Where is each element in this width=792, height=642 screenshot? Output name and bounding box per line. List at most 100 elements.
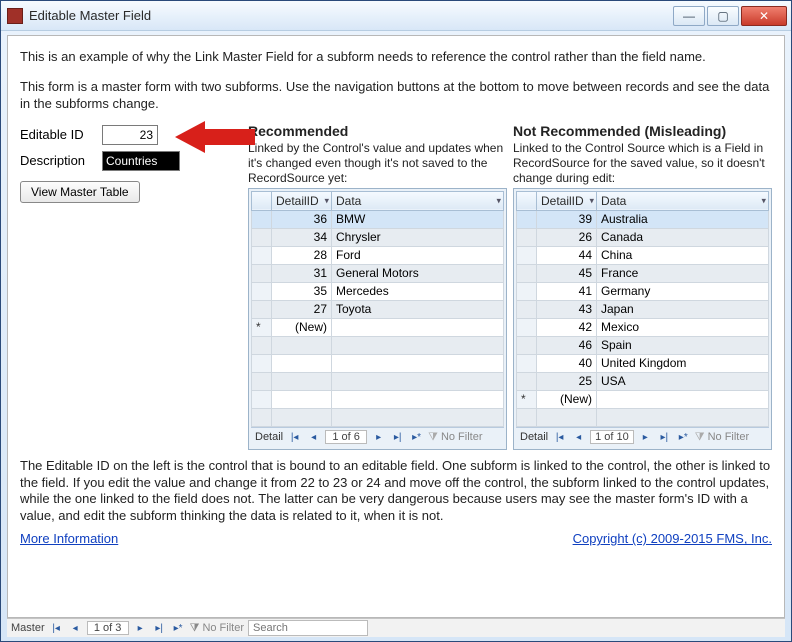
chevron-down-icon[interactable]: ▾ <box>589 195 594 206</box>
cell-id[interactable]: 46 <box>537 336 597 354</box>
recommended-title: Recommended <box>248 123 507 139</box>
cell-id[interactable]: 26 <box>537 228 597 246</box>
chevron-down-icon[interactable]: ▾ <box>496 195 501 206</box>
funnel-icon: ⧩ <box>695 431 705 444</box>
recommended-nav: Detail |◂ ◂ 1 of 6 ▸ ▸| ▸* ⧩No Filter <box>251 427 504 447</box>
maximize-button[interactable]: ▢ <box>707 6 739 26</box>
nav-next-button[interactable]: ▸ <box>638 430 653 445</box>
cell-data[interactable]: USA <box>597 372 769 390</box>
nav-no-filter[interactable]: ⧩No Filter <box>695 431 749 444</box>
cell-id[interactable]: 27 <box>272 300 332 318</box>
cell-id[interactable]: 25 <box>537 372 597 390</box>
nav-first-button[interactable]: |◂ <box>49 621 64 636</box>
nav-record[interactable]: 1 of 3 <box>87 621 129 635</box>
col-header-data[interactable]: Data <box>601 194 626 208</box>
recommended-grid[interactable]: DetailID▾ Data▾ 36BMW 34Chrysler 28Ford … <box>251 191 504 427</box>
nav-new-button[interactable]: ▸* <box>409 430 424 445</box>
new-row-label[interactable]: (New) <box>537 390 597 408</box>
col-header-data[interactable]: Data <box>336 194 361 208</box>
new-row-label[interactable]: (New) <box>272 318 332 336</box>
nav-first-button[interactable]: |◂ <box>287 430 302 445</box>
cell-data[interactable]: Australia <box>597 210 769 228</box>
cell-data[interactable]: Canada <box>597 228 769 246</box>
description-label: Description <box>20 153 102 168</box>
nav-record[interactable]: 1 of 10 <box>590 430 634 444</box>
cell-data[interactable]: China <box>597 246 769 264</box>
nav-no-filter[interactable]: ⧩No Filter <box>428 431 482 444</box>
master-nav-label: Master <box>11 622 45 634</box>
title-bar: Editable Master Field — ▢ ✕ <box>1 1 791 31</box>
close-button[interactable]: ✕ <box>741 6 787 26</box>
red-arrow-icon <box>175 119 255 155</box>
nav-last-button[interactable]: ▸| <box>657 430 672 445</box>
intro-paragraph-1: This is an example of why the Link Maste… <box>20 48 772 66</box>
cell-data[interactable]: Toyota <box>332 300 504 318</box>
intro-paragraph-2: This form is a master form with two subf… <box>20 78 772 113</box>
cell-id[interactable]: 41 <box>537 282 597 300</box>
cell-id[interactable]: 43 <box>537 300 597 318</box>
window-title: Editable Master Field <box>29 8 673 23</box>
col-header-detailid[interactable]: DetailID <box>276 194 319 208</box>
form-body: This is an example of why the Link Maste… <box>7 35 785 618</box>
cell-data[interactable]: Germany <box>597 282 769 300</box>
new-row-icon: * <box>521 392 526 406</box>
cell-data[interactable]: Ford <box>332 246 504 264</box>
cell-id[interactable]: 35 <box>272 282 332 300</box>
cell-data[interactable]: Japan <box>597 300 769 318</box>
recommended-subform: Recommended Linked by the Control's valu… <box>248 123 507 450</box>
cell-data[interactable]: Mexico <box>597 318 769 336</box>
not-recommended-title: Not Recommended (Misleading) <box>513 123 772 139</box>
nav-last-button[interactable]: ▸| <box>152 621 167 636</box>
view-master-table-button[interactable]: View Master Table <box>20 181 140 203</box>
cell-id[interactable]: 44 <box>537 246 597 264</box>
intro-text: This is an example of why the Link Maste… <box>20 48 772 113</box>
not-recommended-grid[interactable]: DetailID ▾ Data ▾ 39Australia 26Canada 44C… <box>516 191 769 427</box>
cell-id[interactable]: 42 <box>537 318 597 336</box>
cell-id[interactable]: 34 <box>272 228 332 246</box>
editable-id-input[interactable] <box>102 125 158 145</box>
cell-data[interactable]: Chrysler <box>332 228 504 246</box>
cell-data[interactable]: BMW <box>332 210 504 228</box>
col-header-detailid[interactable]: DetailID <box>541 194 584 208</box>
funnel-icon: ⧩ <box>190 622 200 635</box>
more-information-link[interactable]: More Information <box>20 531 118 546</box>
cell-id[interactable]: 28 <box>272 246 332 264</box>
cell-id[interactable]: 40 <box>537 354 597 372</box>
nav-prev-button[interactable]: ◂ <box>306 430 321 445</box>
new-row-icon: * <box>256 320 261 334</box>
nav-next-button[interactable]: ▸ <box>371 430 386 445</box>
nav-new-button[interactable]: ▸* <box>676 430 691 445</box>
nav-record[interactable]: 1 of 6 <box>325 430 367 444</box>
cell-data[interactable]: General Motors <box>332 264 504 282</box>
editable-id-label: Editable ID <box>20 127 102 142</box>
cell-id[interactable]: 36 <box>272 210 332 228</box>
middle-row: Editable ID Description View Master Tabl… <box>20 123 772 450</box>
nav-next-button[interactable]: ▸ <box>133 621 148 636</box>
master-fields: Editable ID Description View Master Tabl… <box>20 123 242 450</box>
chevron-down-icon[interactable]: ▾ <box>324 195 329 206</box>
cell-data[interactable]: France <box>597 264 769 282</box>
not-recommended-caption: Linked to the Control Source which is a … <box>513 141 772 186</box>
cell-data[interactable]: Spain <box>597 336 769 354</box>
cell-id[interactable]: 31 <box>272 264 332 282</box>
description-input[interactable] <box>102 151 180 171</box>
nav-first-button[interactable]: |◂ <box>552 430 567 445</box>
explanation-text: The Editable ID on the left is the contr… <box>20 458 772 526</box>
cell-data[interactable]: United Kingdom <box>597 354 769 372</box>
nav-new-button[interactable]: ▸* <box>171 621 186 636</box>
cell-id[interactable]: 39 <box>537 210 597 228</box>
search-input[interactable] <box>248 620 368 636</box>
funnel-icon: ⧩ <box>428 431 438 444</box>
window-buttons: — ▢ ✕ <box>673 6 787 26</box>
copyright-link[interactable]: Copyright (c) 2009-2015 FMS, Inc. <box>573 531 772 546</box>
window: Editable Master Field — ▢ ✕ This is an e… <box>0 0 792 642</box>
nav-no-filter[interactable]: ⧩No Filter <box>190 622 244 635</box>
cell-data[interactable]: Mercedes <box>332 282 504 300</box>
nav-prev-button[interactable]: ◂ <box>571 430 586 445</box>
cell-id[interactable]: 45 <box>537 264 597 282</box>
minimize-button[interactable]: — <box>673 6 705 26</box>
nav-prev-button[interactable]: ◂ <box>68 621 83 636</box>
chevron-down-icon[interactable]: ▾ <box>761 195 766 206</box>
nav-last-button[interactable]: ▸| <box>390 430 405 445</box>
master-nav: Master |◂ ◂ 1 of 3 ▸ ▸| ▸* ⧩No Filter <box>7 618 785 637</box>
